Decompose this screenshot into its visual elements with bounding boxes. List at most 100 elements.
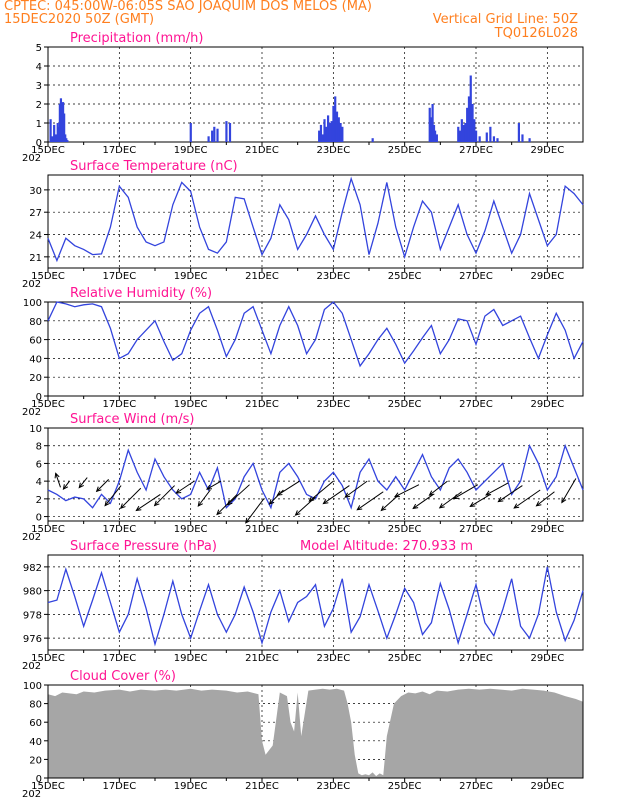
x-tick-label: 19DEC xyxy=(174,271,208,282)
wind-vector xyxy=(206,480,222,490)
wind-vector-head xyxy=(561,497,567,504)
wind-vector xyxy=(412,494,434,509)
panel-frame xyxy=(47,554,584,651)
x-tick-label: 21DEC xyxy=(245,145,279,156)
series-line xyxy=(47,443,584,510)
wind-vector xyxy=(78,477,88,488)
precip-bar xyxy=(318,130,321,142)
wind-vector-head xyxy=(205,484,213,490)
wind-vector xyxy=(245,498,265,524)
wind-vector-head xyxy=(104,500,110,507)
wind-vector xyxy=(536,491,555,507)
x-tick-label: 25DEC xyxy=(388,653,422,664)
series-line xyxy=(47,566,584,647)
wind-vector-head xyxy=(452,494,459,500)
x-year-label: 202 xyxy=(22,153,41,164)
wind-vector-head xyxy=(245,517,251,524)
precip-bar xyxy=(471,104,474,142)
x-tick-label: 25DEC xyxy=(388,271,422,282)
y-tick-label: 980 xyxy=(23,587,42,598)
x-tick-label: 23DEC xyxy=(316,781,350,792)
y-tick-label: 8 xyxy=(36,442,42,453)
y-tick-label: 3 xyxy=(36,81,42,92)
wind-vector xyxy=(55,473,61,488)
x-tick-label: 27DEC xyxy=(459,145,493,156)
precip-bar xyxy=(339,123,342,142)
header-model: TQ0126L028 xyxy=(494,26,578,41)
wind-vector-head xyxy=(276,490,283,496)
x-tick-label: 23DEC xyxy=(316,271,350,282)
y-tick-label: 976 xyxy=(23,634,42,645)
cloud-cover-area xyxy=(48,688,583,778)
wind-vector xyxy=(439,491,463,509)
wind-vector xyxy=(498,485,523,502)
y-tick-label: 20 xyxy=(29,373,42,384)
y-tick-label: 4 xyxy=(36,62,42,73)
y-tick-label: 2 xyxy=(36,100,42,111)
precip-bar xyxy=(189,123,192,142)
panel-frame xyxy=(47,46,584,143)
precip-bar xyxy=(435,134,438,142)
wind-vector xyxy=(63,480,70,490)
precip-bar xyxy=(332,105,335,142)
precip-bar xyxy=(335,111,339,142)
wind-vector xyxy=(485,482,509,496)
header-grid-line: Vertical Grid Line: 50Z xyxy=(432,12,578,27)
x-tick-label: 27DEC xyxy=(459,399,493,410)
x-year-label: 202 xyxy=(22,661,41,672)
x-tick-label: 29DEC xyxy=(530,524,564,535)
wind-vector-head xyxy=(135,505,142,512)
precip-bar xyxy=(496,138,499,142)
x-tick-label: 15DEC xyxy=(31,653,65,664)
wind-vector xyxy=(453,484,479,500)
wind-vector-head xyxy=(393,492,400,498)
wind-vector xyxy=(104,485,122,506)
x-tick-label: 21DEC xyxy=(245,399,279,410)
precip-bar xyxy=(462,124,465,142)
precip-bar xyxy=(51,136,54,142)
wind-vector xyxy=(120,487,142,509)
wind-vector-head xyxy=(54,472,60,479)
x-tick-label: 25DEC xyxy=(388,145,422,156)
precip-bar xyxy=(225,121,228,142)
y-tick-label: 0 xyxy=(36,513,42,524)
wind-vector-head xyxy=(428,490,435,496)
header-station: CPTEC: 045:00W-06:05S SAO JOAQUIM DOS ME… xyxy=(4,0,372,14)
y-tick-label: 0 xyxy=(36,392,42,403)
wind-vector-head xyxy=(78,482,84,489)
precip-bar xyxy=(63,113,66,142)
precip-bar xyxy=(466,107,469,142)
precip-bar xyxy=(528,138,531,142)
y-tick-label: 21 xyxy=(29,253,42,264)
wind-vector xyxy=(356,491,384,511)
panel-title: Surface Temperature (nC) xyxy=(70,159,238,174)
precip-bar xyxy=(467,96,471,142)
x-tick-label: 25DEC xyxy=(388,524,422,535)
precip-bar xyxy=(458,130,462,142)
precip-bar xyxy=(485,132,488,142)
y-tick-label: 0 xyxy=(36,138,42,149)
wind-vector-head xyxy=(535,501,542,507)
x-year-label: 202 xyxy=(22,532,41,543)
panel-title: Surface Wind (m/s) xyxy=(70,412,194,427)
precip-bar xyxy=(521,134,524,142)
precip-bar xyxy=(326,115,330,142)
wind-vector-head xyxy=(469,501,476,508)
precip-bar xyxy=(517,123,520,142)
x-tick-label: 19DEC xyxy=(174,524,208,535)
x-tick-label: 23DEC xyxy=(316,524,350,535)
wind-vector xyxy=(295,496,316,516)
x-tick-label: 17DEC xyxy=(102,781,136,792)
x-tick-label: 21DEC xyxy=(245,653,279,664)
panel-title: Surface Pressure (hPa) xyxy=(70,539,217,554)
y-tick-label: 6 xyxy=(36,459,42,470)
precip-bar xyxy=(428,107,431,142)
x-tick-label: 25DEC xyxy=(388,399,422,410)
series-line xyxy=(47,176,584,263)
x-tick-label: 17DEC xyxy=(102,399,136,410)
wind-vector xyxy=(394,484,420,498)
x-tick-label: 19DEC xyxy=(174,145,208,156)
y-tick-label: 5 xyxy=(36,43,42,54)
x-tick-label: 15DEC xyxy=(31,524,65,535)
precip-bar xyxy=(66,140,69,142)
